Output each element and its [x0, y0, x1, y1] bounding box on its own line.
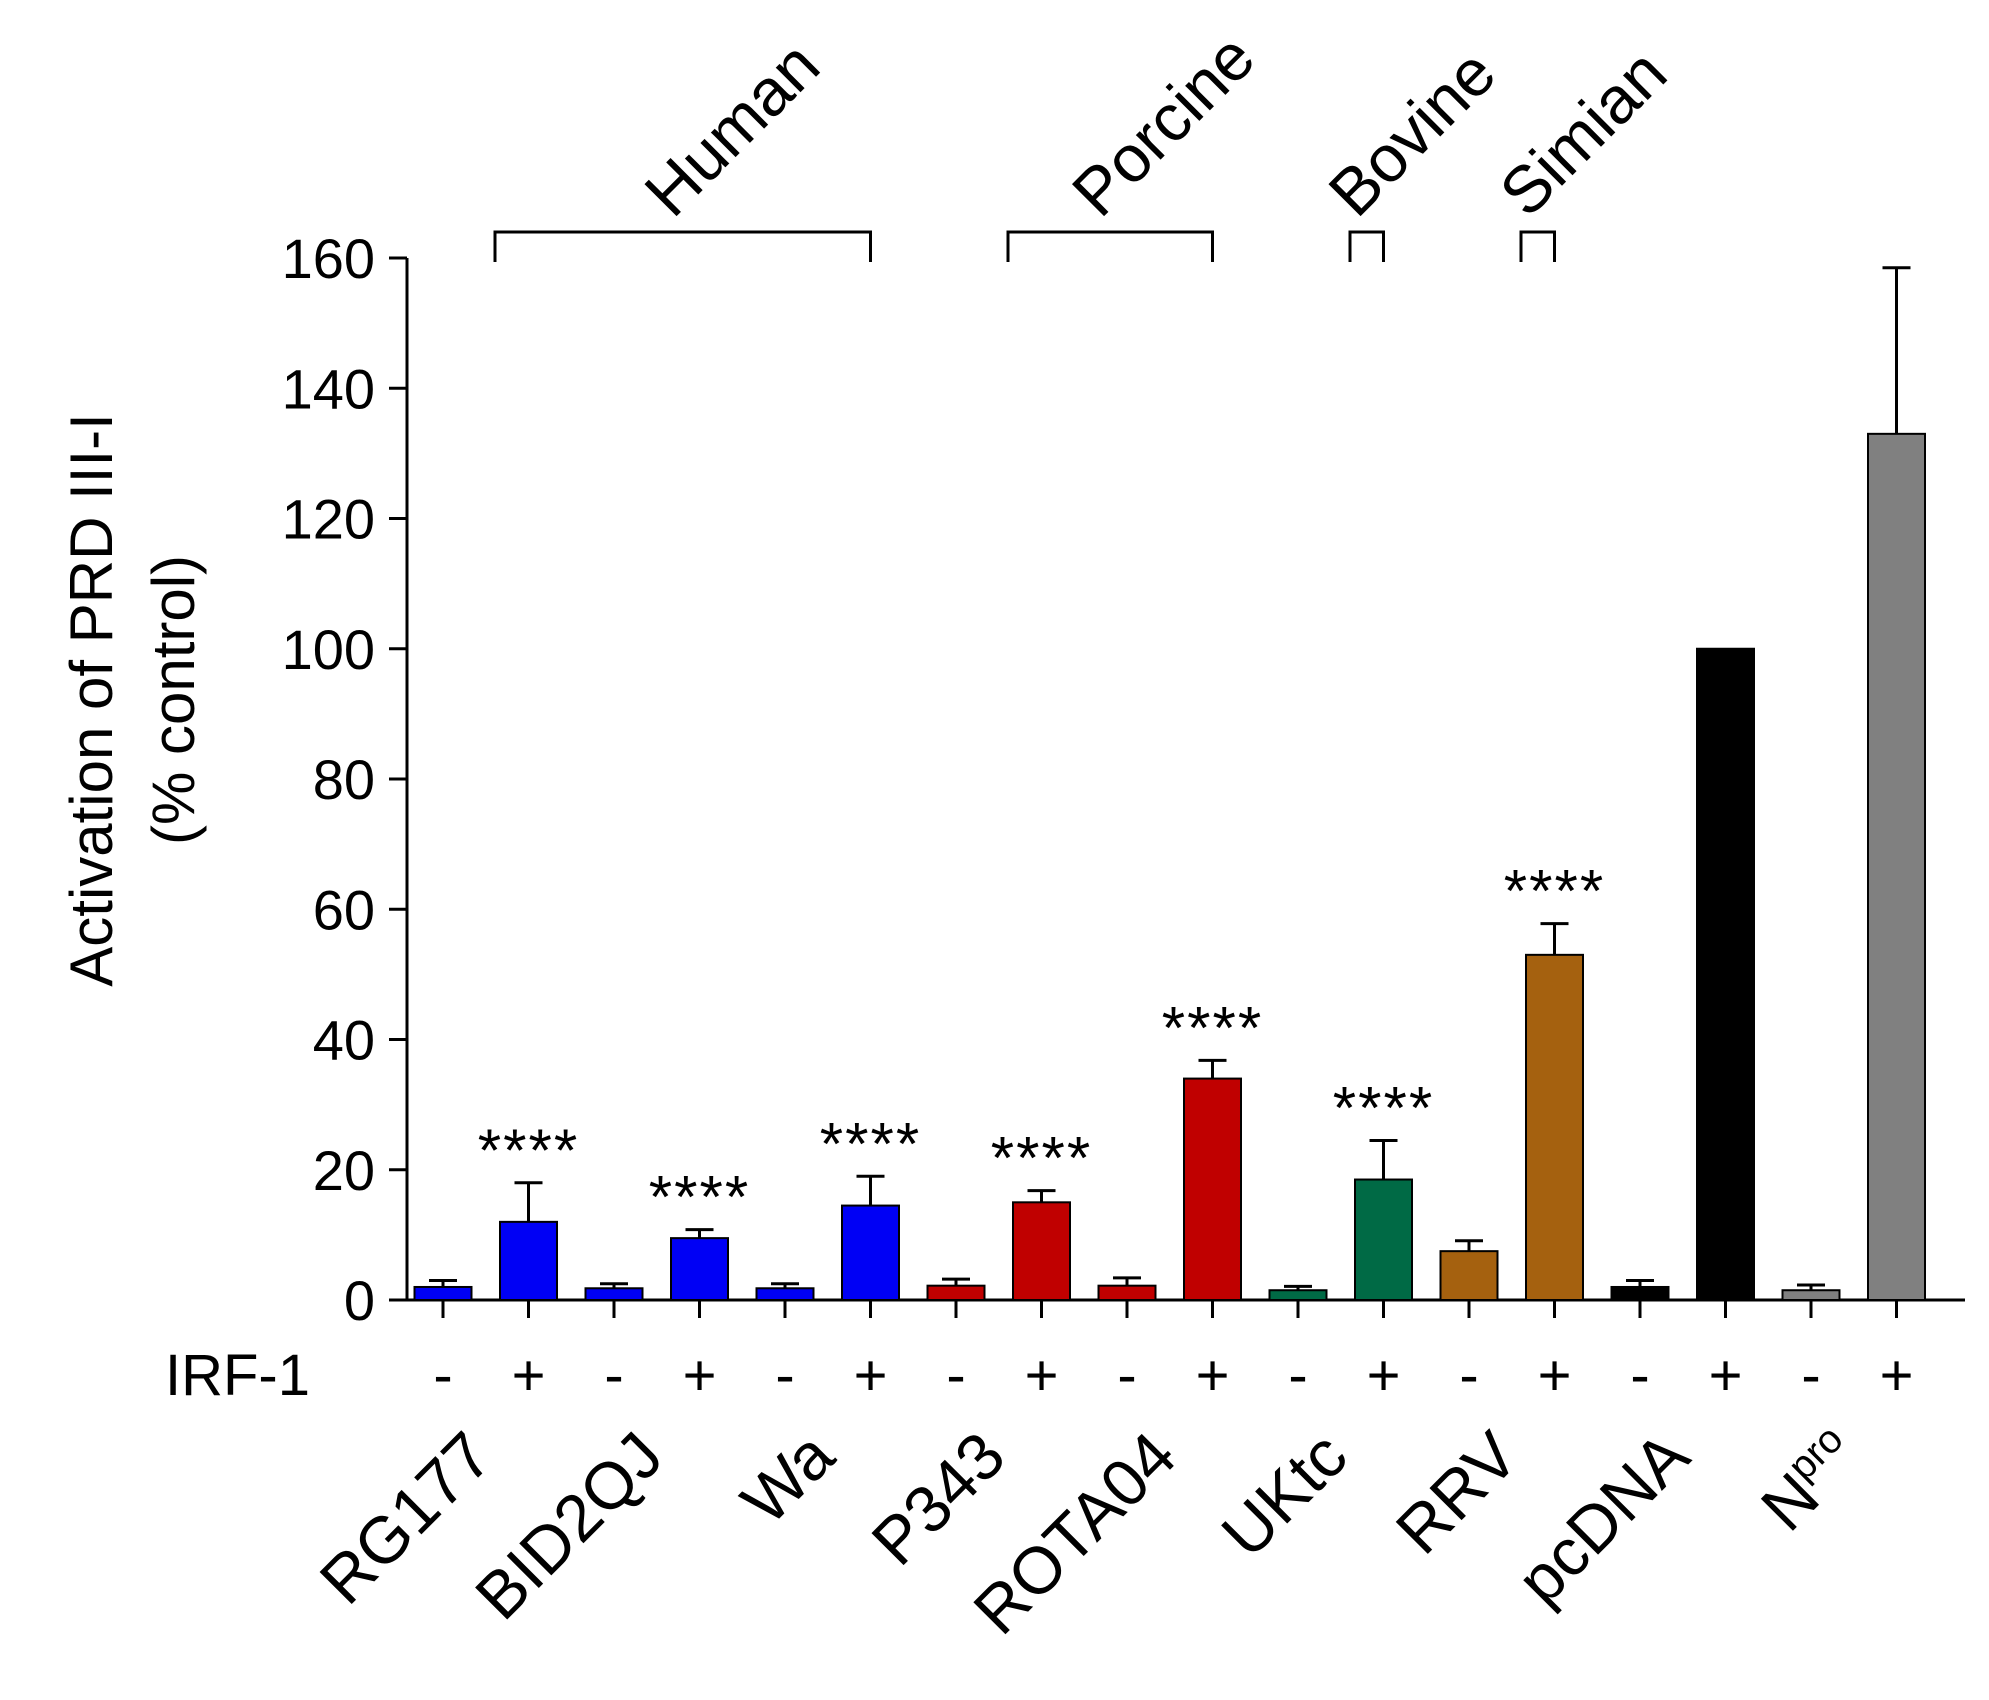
irf-sign: + [1367, 1343, 1401, 1408]
significance-stars: **** [820, 1110, 921, 1177]
bar-ROTA04-plus [1183, 1077, 1242, 1301]
irf-sign: - [1288, 1343, 1307, 1408]
bar-BID2QJ-plus [670, 1237, 729, 1301]
irf-sign: + [683, 1343, 717, 1408]
y-tick-label: 140 [282, 357, 375, 420]
irf-sign: - [1801, 1343, 1820, 1408]
bar-P343-minus [926, 1284, 986, 1301]
sample-label-N: Npro [1746, 1417, 1874, 1545]
labels-layer: - +****- +****- +****- +****- +****- +****- +**… [305, 19, 1913, 1648]
sample-label-BID2QJ: BID2QJ [461, 1418, 677, 1634]
bar-pcDNA-plus [1696, 647, 1755, 1301]
y-axis-title-line1: Activation of PRD III-I [58, 413, 125, 987]
sample-label-pcDNA: pcDNA [1502, 1418, 1702, 1618]
group-bracket-porcine [1006, 230, 1214, 262]
y-tick-label: 160 [282, 227, 375, 290]
bar-pcDNA-minus [1610, 1285, 1670, 1301]
significance-stars: **** [1333, 1074, 1434, 1141]
sample-label-UKtc: UKtc [1207, 1418, 1360, 1571]
y-tick-label: 40 [313, 1009, 375, 1072]
group-label-human: Human [630, 27, 833, 230]
y-tick-label: 120 [282, 488, 375, 551]
significance-stars: **** [1162, 994, 1263, 1061]
sample-label-Wa: Wa [727, 1417, 848, 1538]
bar-N-plus [1867, 432, 1926, 1301]
group-label-simian: Simian [1485, 35, 1680, 230]
bars-layer [413, 266, 1926, 1302]
bar-UKtc-plus [1354, 1178, 1413, 1302]
irf-sign: - [946, 1343, 965, 1408]
significance-stars: **** [991, 1125, 1092, 1192]
bar-Wa-minus [755, 1287, 815, 1301]
group-label-porcine: Porcine [1058, 19, 1269, 230]
sample-label-P343: P343 [857, 1418, 1018, 1579]
axes: 0 20 40 60 80 100 120 140 160 [282, 227, 1965, 1332]
y-tick-label: 60 [313, 878, 375, 941]
bar-UKtc-minus [1268, 1289, 1328, 1301]
bar-RG177-plus [499, 1220, 558, 1301]
sample-label-superscript: pro [1780, 1417, 1852, 1489]
y-tick-label: 20 [313, 1139, 375, 1202]
significance-stars: **** [649, 1164, 750, 1231]
significance-stars: **** [1504, 858, 1605, 925]
irf-sign: - [1117, 1343, 1136, 1408]
group-bracket-bovine [1348, 230, 1385, 262]
group-bracket-human [493, 230, 872, 262]
group-bracket-simian [1519, 230, 1556, 262]
bar-ROTA04-minus [1097, 1284, 1157, 1301]
irf-sign: + [1709, 1343, 1743, 1408]
irf-sign: - [433, 1343, 452, 1408]
irf-sign: + [1196, 1343, 1230, 1408]
irf-sign: + [854, 1343, 888, 1408]
irf-sign: + [512, 1343, 546, 1408]
bar-N-minus [1781, 1289, 1841, 1301]
bar-RG177-minus [413, 1285, 473, 1301]
irf-sign: + [1025, 1343, 1059, 1408]
bar-P343-plus [1012, 1201, 1071, 1301]
irf-row-label: IRF-1 [165, 1343, 310, 1408]
significance-stars: **** [478, 1117, 579, 1184]
sample-label-RRV: RRV [1382, 1418, 1532, 1568]
bar-Wa-plus [841, 1204, 900, 1301]
irf-sign: + [1538, 1343, 1572, 1408]
irf-sign: - [1459, 1343, 1478, 1408]
irf-sign: - [775, 1343, 794, 1408]
bar-RRV-minus [1439, 1250, 1499, 1301]
y-tick-label: 100 [282, 618, 375, 681]
group-label-bovine: Bovine [1314, 35, 1509, 230]
y-tick-label: 0 [344, 1269, 375, 1332]
y-tick-label: 80 [313, 748, 375, 811]
irf-sign: + [1880, 1343, 1914, 1408]
irf-sign: - [604, 1343, 623, 1408]
bar-BID2QJ-minus [584, 1287, 644, 1301]
bar-RRV-plus [1525, 953, 1584, 1302]
y-axis-title: Activation of PRD III-I (% control) [58, 413, 207, 987]
y-axis-title-line2: (% control) [140, 555, 207, 845]
irf-sign: - [1630, 1343, 1649, 1408]
